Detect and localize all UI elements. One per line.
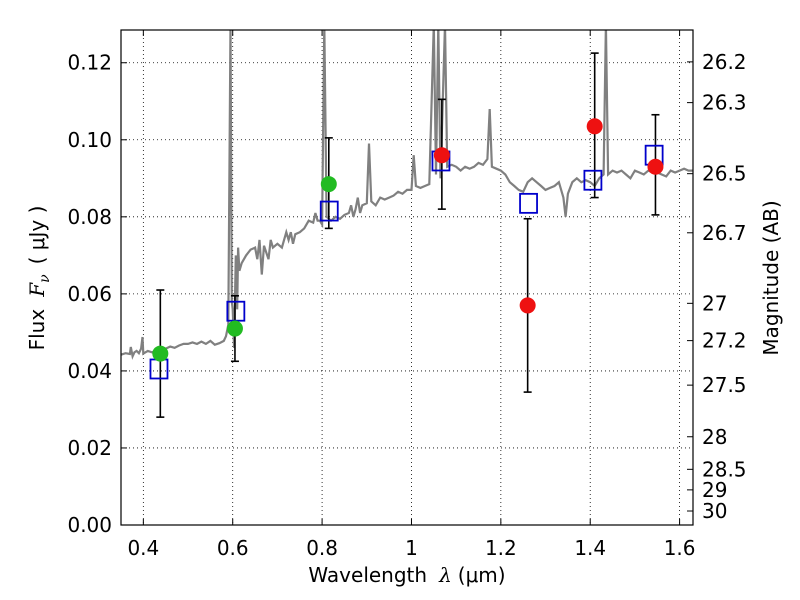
y-tick-label-4: 0.08 bbox=[67, 205, 112, 229]
x-tick-label-4: 1.2 bbox=[485, 536, 517, 560]
observed-point-2 bbox=[320, 176, 337, 193]
model-box-5 bbox=[583, 169, 603, 191]
x-tick-label-3: 1 bbox=[405, 536, 418, 560]
y-tick-label-3: 0.06 bbox=[67, 282, 112, 306]
right-tick-label-9: 29 bbox=[702, 478, 727, 502]
model-box-4 bbox=[519, 192, 538, 214]
right-tick-label-6: 27.5 bbox=[702, 373, 747, 397]
y-tick-label-6: 0.12 bbox=[67, 51, 112, 75]
x-axis-ticks: 0.4 0.6 0.8 1 1.2 1.4 1.6 bbox=[127, 30, 696, 560]
right-tick-label-3: 26.7 bbox=[702, 221, 747, 245]
right-tick-label-2: 26.5 bbox=[702, 162, 747, 186]
x-axis-label: Wavelength λ (μm) bbox=[308, 563, 505, 587]
y-tick-label-0: 0.00 bbox=[67, 513, 112, 537]
right-tick-label-10: 30 bbox=[702, 499, 727, 523]
model-box-0 bbox=[149, 358, 169, 380]
right-tick-label-1: 26.3 bbox=[702, 91, 747, 115]
right-tick-label-4: 27 bbox=[702, 291, 727, 315]
y-axis-ticks: 0.00 0.02 0.04 0.06 0.08 0.10 0.12 bbox=[67, 51, 127, 537]
y-tick-label-5: 0.10 bbox=[67, 128, 112, 152]
plot-frame bbox=[120, 29, 694, 526]
x-tick-label-2: 0.8 bbox=[306, 536, 338, 560]
observed-point-1 bbox=[226, 320, 243, 337]
observed-photometry-points bbox=[152, 118, 664, 362]
right-tick-label-5: 27.2 bbox=[702, 329, 747, 353]
right-tick-label-7: 28 bbox=[702, 425, 727, 449]
observed-point-3 bbox=[433, 147, 450, 164]
spectrum-line bbox=[121, 30, 693, 360]
x-tick-label-1: 0.6 bbox=[217, 536, 249, 560]
y-tick-label-2: 0.04 bbox=[67, 359, 112, 383]
observed-point-6 bbox=[647, 158, 664, 175]
observed-point-4 bbox=[519, 297, 536, 314]
right-axis-label: Magnitude (AB) bbox=[759, 200, 783, 355]
observed-point-5 bbox=[586, 118, 603, 135]
right-tick-label-8: 28.5 bbox=[702, 457, 747, 481]
y-tick-label-1: 0.02 bbox=[67, 436, 112, 460]
x-tick-label-6: 1.6 bbox=[664, 536, 696, 560]
model-box-2 bbox=[319, 200, 339, 222]
right-tick-label-0: 26.2 bbox=[702, 50, 747, 74]
x-tick-label-0: 0.4 bbox=[127, 536, 159, 560]
observed-point-0 bbox=[152, 345, 169, 362]
x-tick-label-5: 1.4 bbox=[574, 536, 606, 560]
y-axis-label: FluxFν( μJy ) bbox=[25, 206, 53, 351]
